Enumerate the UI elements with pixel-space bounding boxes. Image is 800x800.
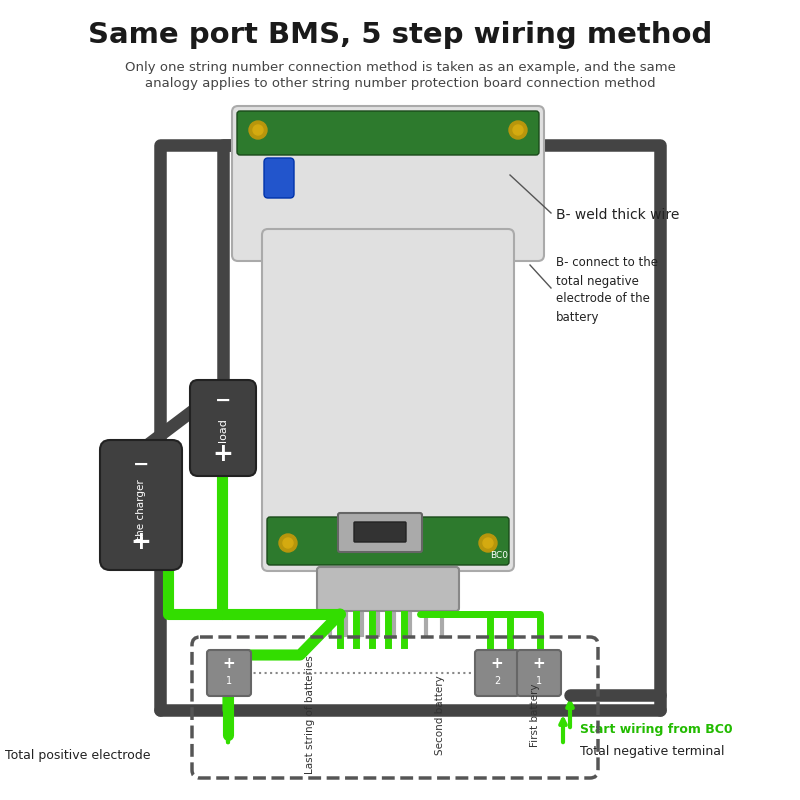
Text: 2: 2 [494,676,500,686]
Text: the charger: the charger [136,480,146,540]
Text: +: + [130,530,151,554]
FancyBboxPatch shape [517,650,561,696]
FancyBboxPatch shape [264,158,294,198]
Text: B- weld thick wire: B- weld thick wire [556,208,679,222]
Text: BC0: BC0 [490,550,508,559]
FancyBboxPatch shape [475,650,519,696]
FancyBboxPatch shape [207,650,251,696]
FancyBboxPatch shape [354,522,406,542]
Text: Same port BMS, 5 step wiring method: Same port BMS, 5 step wiring method [88,21,712,49]
Text: analogy applies to other string number protection board connection method: analogy applies to other string number p… [145,78,655,90]
FancyBboxPatch shape [100,440,182,570]
Text: 1: 1 [226,676,232,686]
Text: +: + [533,655,546,670]
Text: +: + [213,442,234,466]
Text: load: load [218,418,228,442]
Text: 1: 1 [536,676,542,686]
Text: −: − [133,454,149,474]
Circle shape [483,538,493,548]
Text: Second battery: Second battery [435,675,445,755]
FancyBboxPatch shape [262,229,514,571]
Text: First battery: First battery [530,683,540,746]
FancyBboxPatch shape [267,517,509,565]
Text: +: + [222,655,235,670]
Text: Total negative terminal: Total negative terminal [580,746,725,758]
FancyBboxPatch shape [317,567,459,611]
Circle shape [479,534,497,552]
FancyBboxPatch shape [232,106,544,261]
Circle shape [513,125,523,135]
Text: B- connect to the
total negative
electrode of the
battery: B- connect to the total negative electro… [556,257,658,323]
FancyBboxPatch shape [338,513,422,552]
Circle shape [509,121,527,139]
Text: Total positive electrode: Total positive electrode [5,749,150,762]
Circle shape [253,125,263,135]
Circle shape [283,538,293,548]
FancyBboxPatch shape [190,380,256,476]
Text: −: − [215,390,231,410]
Text: Last string of batteries: Last string of batteries [305,656,315,774]
Text: +: + [490,655,503,670]
Text: Only one string number connection method is taken as an example, and the same: Only one string number connection method… [125,62,675,74]
Text: Start wiring from BC0: Start wiring from BC0 [580,723,733,737]
Circle shape [279,534,297,552]
Circle shape [249,121,267,139]
FancyBboxPatch shape [237,111,539,155]
